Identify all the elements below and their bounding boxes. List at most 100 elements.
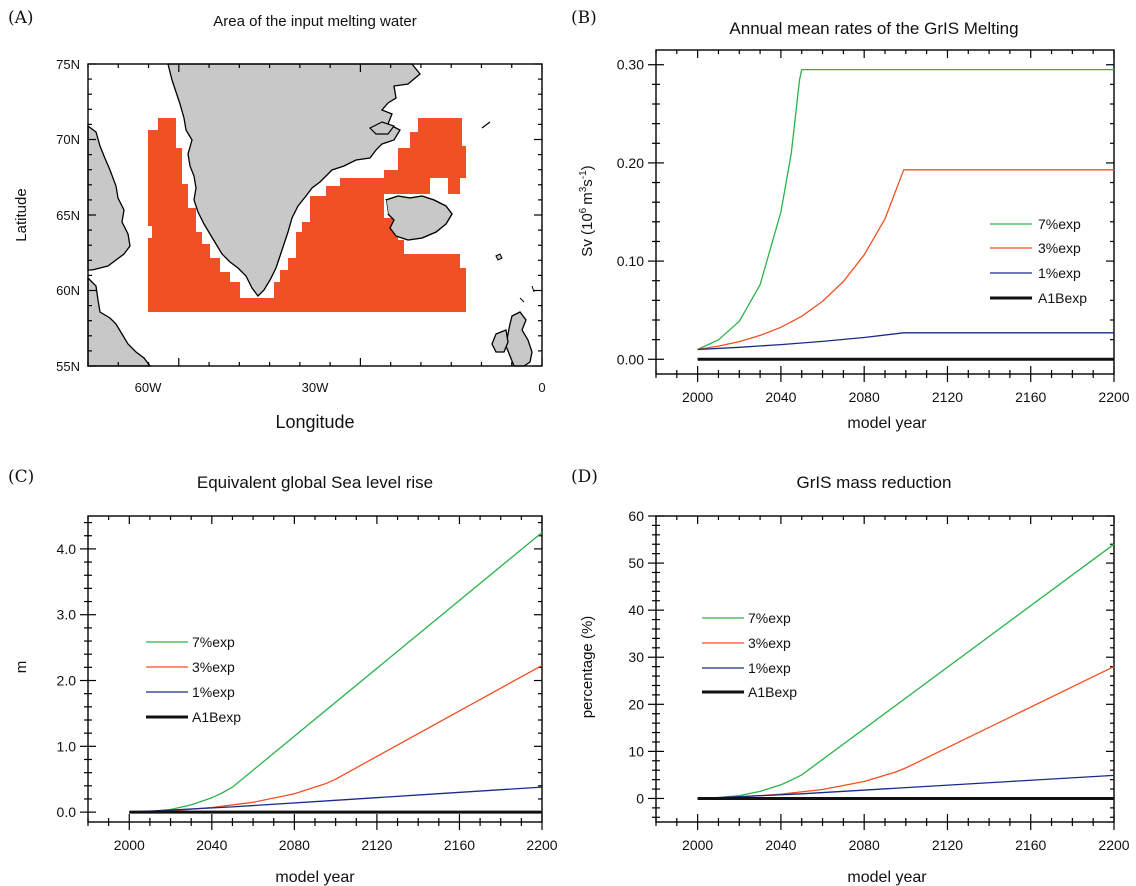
chart-d-ytick-label: 60 (628, 508, 644, 524)
chart-d-xlabel: model year (847, 869, 927, 886)
legend-d-label-1: 1%exp (748, 660, 791, 676)
island-ne-b (481, 121, 491, 129)
chart-d-legend: 7%exp 3%exp 1%exp A1Bexp (702, 610, 797, 700)
chart-b-ylabel-unit: m (579, 192, 596, 205)
chart-b-xtick-label: 2000 (682, 389, 713, 405)
chart-c-xtick-label: 2120 (361, 837, 392, 853)
legend-c-label-7: 7%exp (192, 634, 235, 650)
map-xtick-label: 30W (302, 380, 329, 395)
chart-d-xtick-label: 2160 (1015, 837, 1046, 853)
series-line-7pctexp (697, 68, 1114, 351)
map-xtick-label: 60W (135, 380, 162, 395)
iceland-overlay (385, 195, 453, 241)
chart-b-legend: 7%exp 3%exp 1%exp A1Bexp (990, 216, 1087, 306)
chart-c-xtick-label: 2040 (196, 837, 227, 853)
chart-d-xtick-label: 2120 (932, 837, 963, 853)
chart-d-frame (655, 515, 1115, 823)
chart-d-ytick-label: 30 (628, 649, 644, 665)
chart-c-frame (87, 515, 543, 823)
map-ytick-label: 65N (56, 208, 80, 223)
chart-c-ytick-label: 4.0 (57, 541, 77, 557)
melt-water-region (148, 118, 466, 312)
chart-b-ylabel-text: Sv (10 (579, 213, 596, 256)
chart-b-ytick-label: 0.20 (617, 155, 644, 171)
series-line-3pctexp (697, 169, 1114, 351)
map-ytick-label: 55N (56, 359, 80, 374)
britain-landmass (505, 311, 533, 367)
chart-b-frame (655, 49, 1115, 375)
chart-c-title: Equivalent global Sea level rise (197, 473, 433, 492)
chart-c-legend: 7%exp 3%exp 1%exp A1Bexp (146, 634, 241, 725)
chart-b-ytick-label: 0.30 (617, 57, 644, 73)
map-ytick-label: 70N (56, 132, 80, 147)
chart-c: Equivalent global Sea level rise model y… (13, 473, 558, 886)
legend-b-label-7: 7%exp (1038, 216, 1081, 232)
map-ylabel: Latitude (13, 188, 30, 241)
chart-d-ylabel: percentage (%) (579, 616, 596, 719)
legend-c-label-3: 3%exp (192, 659, 235, 675)
iceland-white-gap (384, 194, 388, 214)
chart-d-ytick-label: 10 (628, 743, 644, 759)
chart-d-ytick-label: 50 (628, 555, 644, 571)
map-xlabel: Longitude (275, 412, 354, 432)
chart-b-xtick-label: 2080 (849, 389, 880, 405)
chart-b-ylabel-supm1: -1 (578, 170, 589, 179)
labrador-landmass (87, 276, 152, 367)
chart-c-xtick-label: 2080 (279, 837, 310, 853)
chart-b-ylabel-s: s (579, 179, 596, 187)
chart-c-xlabel: model year (275, 869, 355, 886)
faroe-islands (495, 253, 503, 261)
chart-b-xtick-label: 2160 (1015, 389, 1046, 405)
panel-letter-c: (C) (8, 467, 35, 487)
chart-b-ytick-label: 0.10 (617, 253, 644, 269)
legend-d-label-3: 3%exp (748, 635, 791, 651)
chart-d-ytick-label: 0 (636, 790, 644, 806)
map-ytick-label: 60N (56, 283, 80, 298)
map-xtick-label: 0 (538, 380, 545, 395)
chart-c-ytick-label: 0.0 (57, 804, 77, 820)
panel-letter-a: (A) (8, 8, 34, 28)
map-ticks (87, 63, 543, 367)
chart-d-ytick-label: 20 (628, 696, 644, 712)
chart-c-xtick-label: 2200 (526, 837, 557, 853)
chart-c-ytick-label: 3.0 (57, 607, 77, 623)
chart-d: GrIS mass reduction model year percentag… (579, 473, 1130, 886)
chart-b-xlabel: model year (847, 415, 927, 432)
panel-letter-d: (D) (571, 467, 598, 487)
series-line-1pctexp (129, 786, 543, 813)
legend-b-label-3: 3%exp (1038, 240, 1081, 256)
chart-d-xtick-label: 2000 (682, 837, 713, 853)
chart-d-xtick-label: 2200 (1098, 837, 1129, 853)
map-tick-labels: 60W 30W 0 75N 70N 65N 60N 55N (56, 57, 545, 395)
island-ne-a (368, 121, 395, 135)
legend-b-label-a1b: A1Bexp (1038, 290, 1087, 306)
legend-c-label-a1b: A1Bexp (192, 709, 241, 725)
map-title: Area of the input melting water (213, 13, 416, 30)
chart-b-ylabel-sup3: 3 (578, 186, 589, 192)
chart-d-title: GrIS mass reduction (797, 473, 952, 492)
panel-letter-b: (B) (571, 8, 597, 28)
chart-b-ylabel-sup6: 6 (578, 207, 589, 213)
legend-c-label-1: 1%exp (192, 684, 235, 700)
chart-c-xtick-label: 2000 (114, 837, 145, 853)
chart-d-ytick-label: 40 (628, 602, 644, 618)
chart-b-ylabel: Sv (106 m3s-1) (578, 165, 596, 256)
greenland-landmass (167, 63, 421, 297)
chart-b-title: Annual mean rates of the GrIS Melting (729, 19, 1018, 38)
chart-c-xtick-label: 2160 (444, 837, 475, 853)
chart-c-ytick-label: 1.0 (57, 738, 77, 754)
chart-d-xtick-label: 2080 (849, 837, 880, 853)
legend-d-label-7: 7%exp (748, 610, 791, 626)
ireland-landmass (491, 329, 509, 353)
map-ytick-label: 75N (56, 57, 80, 72)
series-line-1pctexp (697, 332, 1114, 351)
legend-d-label-a1b: A1Bexp (748, 684, 797, 700)
chart-b-xtick-label: 2040 (765, 389, 796, 405)
legend-b-label-1: 1%exp (1038, 265, 1081, 281)
shetland-islands (519, 285, 535, 303)
series-line-1pctexp (697, 774, 1115, 800)
chart-b-xtick-label: 2200 (1098, 389, 1129, 405)
chart-b-xtick-label: 2120 (932, 389, 963, 405)
map-panel: Area of the input melting water (13, 13, 546, 432)
